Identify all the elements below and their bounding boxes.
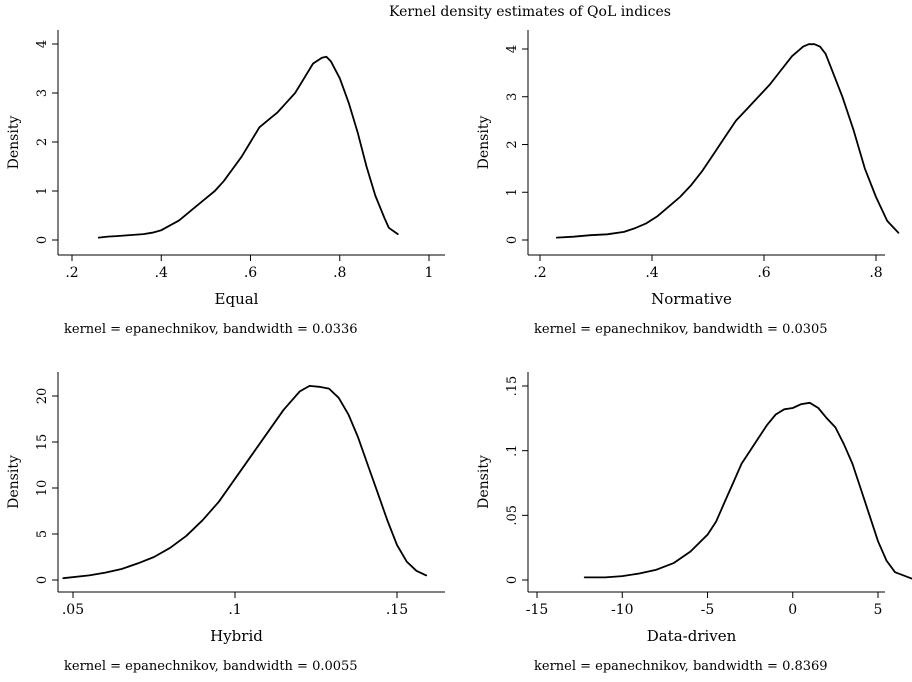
y-tick-label: 10 xyxy=(35,480,50,497)
x-axis-title: Normative xyxy=(651,290,732,308)
x-axis-title: Equal xyxy=(215,290,259,308)
panel-2: 0 1 2 3 4 .2 .4 .6 .8 Density Normative kernel = ep… xyxy=(476,30,898,337)
x-tick-label: .4 xyxy=(645,265,658,281)
y-tick-label: 4 xyxy=(35,40,50,48)
x-tick-label: .05 xyxy=(62,602,84,618)
panel-1: 0 1 2 3 4 .2 .4 .6 .8 1 Density Equal kernel = epane… xyxy=(6,30,445,337)
y-tick-label: .1 xyxy=(505,444,520,456)
y-axis-title: Density xyxy=(6,455,22,509)
y-tick-label: 15 xyxy=(35,434,50,451)
y-tick-label: 2 xyxy=(505,140,520,148)
y-tick-label: 0 xyxy=(505,576,520,584)
y-tick-label: 4 xyxy=(505,45,520,53)
panel-3: 0 5 10 15 20 .05 .1 .15 Density Hybrid kernel = ep… xyxy=(6,372,445,674)
figure-title: Kernel density estimates of QoL indices xyxy=(389,4,671,20)
y-tick-label: 0 xyxy=(505,236,520,244)
kernel-note: kernel = epanechnikov, bandwidth = 0.030… xyxy=(534,322,828,337)
y-tick-label: 5 xyxy=(35,530,50,538)
x-tick-label: .8 xyxy=(869,265,882,281)
y-tick-label: 1 xyxy=(35,187,50,195)
panel-grid: 0 1 2 3 4 .2 .4 .6 .8 1 Density Equal kernel = epane… xyxy=(6,30,912,674)
x-tick-label: 0 xyxy=(788,602,797,618)
panel-4: 0 .05 .1 .15 -15 -10 -5 0 5 Density Data-driven ker… xyxy=(476,372,912,674)
x-tick-label: .4 xyxy=(155,265,168,281)
density-curve-2 xyxy=(557,44,899,237)
y-tick-label: 1 xyxy=(505,188,520,196)
x-tick-label: .6 xyxy=(757,265,770,281)
y-tick-label: 2 xyxy=(35,138,50,146)
y-tick-label: 3 xyxy=(35,89,50,97)
y-axis-title: Density xyxy=(476,116,492,170)
x-axis-title: Data-driven xyxy=(647,627,737,645)
x-axis-title: Hybrid xyxy=(210,627,263,645)
kernel-note: kernel = epanechnikov, bandwidth = 0.033… xyxy=(64,322,358,337)
kernel-note: kernel = epanechnikov, bandwidth = 0.005… xyxy=(64,659,358,674)
x-tick-label: .1 xyxy=(228,602,241,618)
kernel-note: kernel = epanechnikov, bandwidth = 0.836… xyxy=(534,659,828,674)
density-curve-1 xyxy=(99,57,398,238)
y-tick-label: 0 xyxy=(35,236,50,244)
x-tick-label: .15 xyxy=(386,602,408,618)
y-tick-label: .05 xyxy=(505,505,520,526)
x-tick-label: .6 xyxy=(244,265,257,281)
x-tick-label: 1 xyxy=(425,265,434,281)
x-tick-label: -10 xyxy=(611,602,634,618)
x-tick-label: .2 xyxy=(533,265,546,281)
y-tick-label: 0 xyxy=(35,576,50,584)
y-tick-label: 20 xyxy=(35,388,50,405)
x-tick-label: .8 xyxy=(333,265,346,281)
density-curve-3 xyxy=(63,386,426,578)
y-tick-label: .15 xyxy=(505,376,520,397)
x-tick-label: -5 xyxy=(701,602,715,618)
y-tick-label: 3 xyxy=(505,93,520,101)
y-axis-title: Density xyxy=(476,455,492,509)
density-curve-4 xyxy=(585,403,912,579)
x-tick-label: -15 xyxy=(526,602,549,618)
y-axis-title: Density xyxy=(6,116,22,170)
x-tick-label: 5 xyxy=(874,602,883,618)
x-tick-label: .2 xyxy=(65,265,78,281)
